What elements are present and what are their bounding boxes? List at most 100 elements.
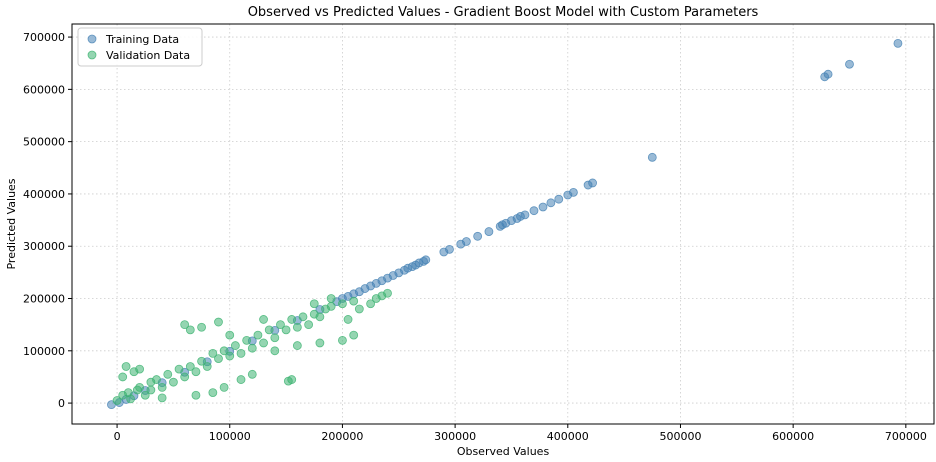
plot-frame <box>71 23 935 425</box>
data-point <box>163 369 173 379</box>
data-point <box>287 315 297 324</box>
data-point <box>118 372 128 382</box>
data-point <box>197 356 206 366</box>
data-point <box>185 325 195 335</box>
data-point <box>236 375 246 384</box>
data-point <box>242 335 252 345</box>
data-point <box>214 317 223 327</box>
data-point <box>546 198 556 208</box>
axis-ticks: 0 100000 200000 300000 400000 500000 600000 700… <box>23 31 927 443</box>
data-point <box>354 304 364 314</box>
data-point <box>236 349 246 358</box>
y-tick-label: 700000 <box>23 31 65 44</box>
data-point <box>264 325 274 335</box>
data-point <box>343 315 353 324</box>
data-point <box>338 299 347 309</box>
data-point <box>112 396 122 405</box>
data-point <box>219 382 229 392</box>
legend: Training Data Validation Data <box>77 27 203 67</box>
data-point <box>214 354 223 364</box>
data-point <box>230 341 240 350</box>
data-point <box>219 346 229 356</box>
legend-box <box>77 27 203 67</box>
data-point <box>893 38 903 48</box>
data-point <box>259 338 268 348</box>
data-point <box>349 330 359 340</box>
data-point <box>383 288 392 298</box>
data-point <box>253 330 263 340</box>
series-training <box>107 38 903 410</box>
data-point <box>445 244 454 254</box>
legend-marker <box>87 50 97 60</box>
data-point <box>647 152 657 162</box>
data-point <box>135 364 145 374</box>
data-point <box>208 388 218 398</box>
data-point <box>338 335 347 345</box>
data-point <box>270 346 280 356</box>
data-point <box>180 320 190 330</box>
data-point <box>146 385 156 395</box>
x-tick-label: 500000 <box>659 430 701 443</box>
data-point <box>538 202 548 212</box>
legend-marker <box>87 34 97 44</box>
data-point <box>225 330 235 340</box>
data-point <box>121 362 131 371</box>
data-point <box>292 322 302 332</box>
y-tick-label: 500000 <box>23 136 65 149</box>
data-point <box>140 390 150 400</box>
data-point <box>366 299 376 309</box>
data-point <box>588 178 597 188</box>
data-point <box>169 377 178 387</box>
data-point <box>191 390 201 400</box>
y-tick-label: 400000 <box>23 188 65 201</box>
y-tick-label: 0 <box>58 397 65 410</box>
y-tick-label: 300000 <box>23 240 65 253</box>
data-point <box>135 382 145 392</box>
data-point <box>823 69 833 79</box>
y-tick-label: 100000 <box>23 345 65 358</box>
x-tick-label: 200000 <box>321 430 363 443</box>
y-axis-title: Predicted Values <box>5 178 18 269</box>
data-point <box>152 375 161 384</box>
series-validation <box>112 288 392 405</box>
data-points <box>107 38 903 410</box>
x-axis-title: Observed Values <box>457 445 550 458</box>
x-tick-label: 300000 <box>434 430 476 443</box>
data-point <box>326 294 336 303</box>
data-point <box>349 296 359 306</box>
data-point <box>304 320 314 330</box>
data-point <box>554 194 564 204</box>
data-point <box>298 312 308 322</box>
data-point <box>276 320 285 330</box>
data-point <box>461 237 471 246</box>
data-point <box>185 362 195 371</box>
data-point <box>259 315 268 324</box>
data-point <box>202 362 212 371</box>
legend-label: Validation Data <box>106 49 190 62</box>
data-point <box>208 349 218 358</box>
x-tick-label: 600000 <box>772 430 814 443</box>
data-point <box>421 255 431 265</box>
data-point <box>473 231 483 241</box>
data-point <box>292 341 302 350</box>
data-point <box>484 227 494 236</box>
data-point <box>157 393 167 403</box>
chart-title: Observed vs Predicted Values - Gradient … <box>248 5 759 20</box>
data-point <box>197 322 206 332</box>
x-tick-label: 0 <box>114 430 121 443</box>
data-point <box>326 301 336 311</box>
y-tick-label: 200000 <box>23 293 65 306</box>
legend-label: Training Data <box>105 33 179 46</box>
data-point <box>270 333 280 343</box>
data-point <box>225 351 235 361</box>
data-point <box>180 372 190 382</box>
data-point <box>287 375 297 384</box>
data-point <box>247 369 257 379</box>
x-tick-label: 100000 <box>209 430 251 443</box>
data-point <box>281 325 291 335</box>
x-tick-label: 700000 <box>885 430 927 443</box>
data-point <box>315 338 325 348</box>
data-point <box>126 394 135 404</box>
data-point <box>315 312 325 322</box>
